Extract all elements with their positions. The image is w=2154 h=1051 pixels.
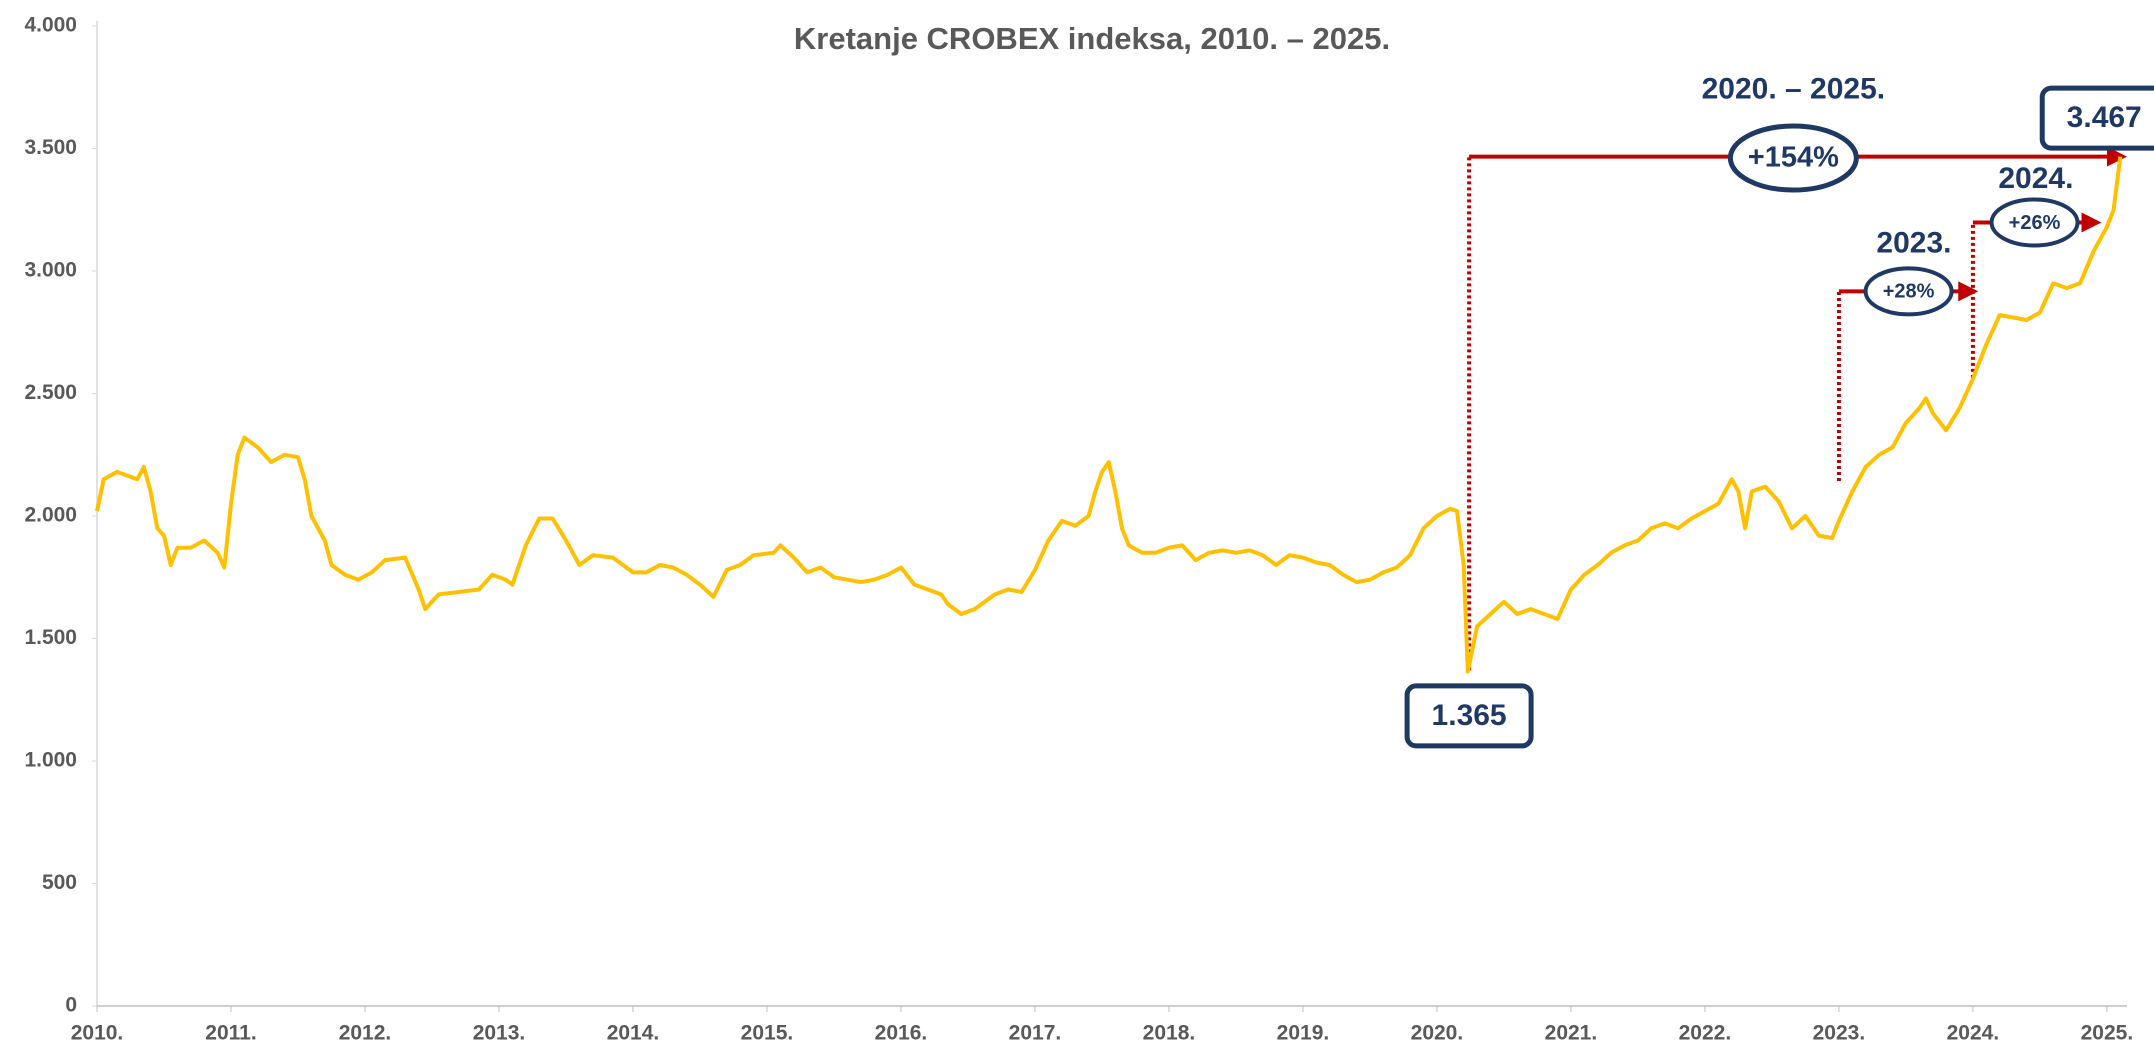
- y-tick-label: 500: [42, 871, 77, 894]
- y-tick-label: 3.500: [24, 136, 77, 159]
- y-tick-label: 0: [65, 994, 77, 1017]
- x-tick-label: 2014.: [607, 1022, 660, 1045]
- x-tick-label: 2011.: [205, 1022, 256, 1045]
- y-tick-label: 2.500: [24, 381, 77, 404]
- line-series: [95, 156, 2123, 674]
- percent-ellipse: [1863, 266, 1954, 317]
- x-tick-label: 2013.: [473, 1022, 526, 1045]
- x-tick-label: 2019.: [1277, 1022, 1330, 1045]
- x-tick-label: 2016.: [875, 1022, 928, 1045]
- x-tick-label: 2025.: [2081, 1022, 2134, 1045]
- percent-label: +26%: [2009, 212, 2061, 234]
- y-tick-label: 3.000: [24, 259, 77, 282]
- x-tick-label: 2020.: [1411, 1022, 1464, 1045]
- y-tick-label: 1.500: [24, 626, 77, 649]
- value-label: 1.365: [1432, 699, 1507, 732]
- chart-title: Kretanje CROBEX indeksa, 2010. – 2025.: [794, 21, 1390, 56]
- x-tick-label: 2017.: [1009, 1022, 1062, 1045]
- x-tick-label: 2022.: [1679, 1022, 1732, 1045]
- y-tick-label: 4.000: [24, 14, 77, 37]
- y-tick-label: 2.000: [24, 504, 77, 527]
- x-tick-label: 2010.: [71, 1022, 124, 1045]
- annotation-label: 2020. – 2025.: [1702, 73, 1886, 106]
- x-tick-label: 2024.: [1947, 1022, 2000, 1045]
- percent-ellipse: [1989, 197, 2080, 248]
- percent-ellipse: [1727, 123, 1859, 193]
- annotation-label: 2024.: [1998, 162, 2073, 195]
- x-tick-label: 2015.: [741, 1022, 794, 1045]
- x-tick-label: 2018.: [1143, 1022, 1196, 1045]
- value-box: [1404, 683, 1534, 749]
- annotation-label: 2023.: [1876, 226, 1951, 259]
- value-box: [2039, 85, 2154, 151]
- y-tick-label: 1.000: [24, 749, 77, 772]
- x-tick-label: 2021.: [1545, 1022, 1598, 1045]
- x-tick-label: 2012.: [339, 1022, 392, 1045]
- value-label: 3.467: [2067, 101, 2142, 134]
- percent-label: +28%: [1883, 281, 1935, 303]
- percent-label: +154%: [1748, 142, 1839, 174]
- x-tick-label: 2023.: [1813, 1022, 1866, 1045]
